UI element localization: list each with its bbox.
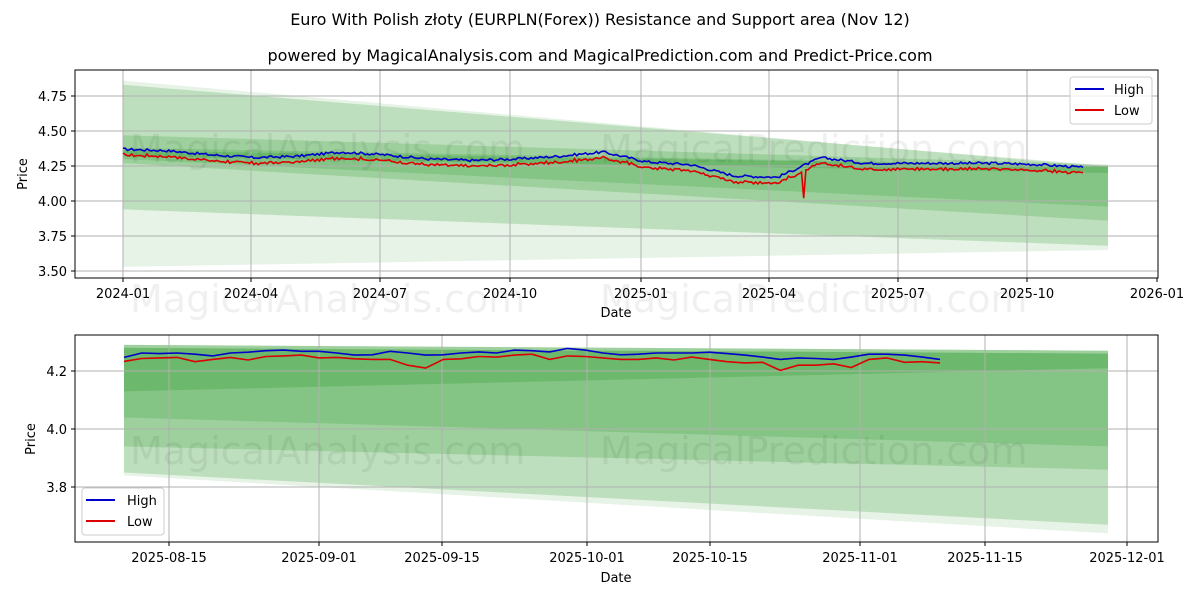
legend-high-label: High: [127, 494, 157, 509]
top-xtick: 2024-01: [96, 287, 150, 302]
bottom-xtick: 2025-09-01: [281, 551, 357, 566]
bottom-y-axis: 4.2 4.0 3.8 Price: [24, 365, 75, 496]
top-ytick: 3.50: [38, 265, 67, 280]
watermark-prediction-3: MagicalPrediction.com: [600, 429, 1028, 473]
top-xtick: 2025-07: [871, 287, 925, 302]
top-ytick: 4.00: [38, 195, 67, 210]
legend-low-label: Low: [1114, 104, 1140, 119]
top-xtick: 2025-01: [614, 287, 668, 302]
bottom-xtick: 2025-10-01: [549, 551, 625, 566]
bottom-xtick: 2025-10-15: [672, 551, 748, 566]
bottom-x-axis-label: Date: [600, 571, 631, 586]
bottom-ytick: 4.2: [46, 365, 67, 380]
top-x-axis-label: Date: [600, 306, 631, 321]
bottom-ytick: 3.8: [46, 481, 67, 496]
top-ytick: 4.50: [38, 125, 67, 140]
top-ytick: 4.25: [38, 160, 67, 175]
bottom-xtick: 2025-12-01: [1089, 551, 1165, 566]
top-xtick: 2024-04: [224, 287, 278, 302]
top-xtick: 2025-04: [742, 287, 796, 302]
watermark-prediction: MagicalPrediction.com: [600, 127, 1028, 171]
top-y-axis-label: Price: [16, 158, 31, 190]
bottom-xtick: 2025-09-15: [404, 551, 480, 566]
top-xtick: 2025-10: [1000, 287, 1054, 302]
bottom-y-axis-label: Price: [24, 423, 39, 455]
bottom-chart: MagicalAnalysis.com MagicalPrediction.co…: [24, 335, 1165, 586]
top-ytick: 4.75: [38, 90, 67, 105]
bottom-ytick: 4.0: [46, 423, 67, 438]
watermark-analysis-2: MagicalAnalysis.com: [130, 277, 525, 321]
top-legend: High Low: [1070, 77, 1152, 124]
bottom-xtick: 2025-08-15: [131, 551, 207, 566]
top-y-axis: 4.75 4.50 4.25 4.00 3.75 3.50 Price: [16, 90, 75, 280]
top-chart: MagicalAnalysis.com MagicalPrediction.co…: [16, 70, 1184, 321]
top-support-resistance-bands: [123, 81, 1108, 267]
legend-low-label: Low: [127, 515, 153, 530]
top-ytick: 3.75: [38, 230, 67, 245]
bottom-legend: High Low: [82, 488, 164, 535]
watermark-analysis-3: MagicalAnalysis.com: [130, 429, 525, 473]
top-xtick: 2026-01: [1130, 287, 1184, 302]
top-xtick: 2024-10: [483, 287, 537, 302]
bottom-xtick: 2025-11-01: [822, 551, 898, 566]
legend-high-label: High: [1114, 83, 1144, 98]
top-xtick: 2024-07: [353, 287, 407, 302]
chart-canvas: MagicalAnalysis.com MagicalPrediction.co…: [0, 0, 1200, 600]
bottom-x-axis: 2025-08-15 2025-09-01 2025-09-15 2025-10…: [131, 542, 1165, 586]
bottom-xtick: 2025-11-15: [947, 551, 1023, 566]
